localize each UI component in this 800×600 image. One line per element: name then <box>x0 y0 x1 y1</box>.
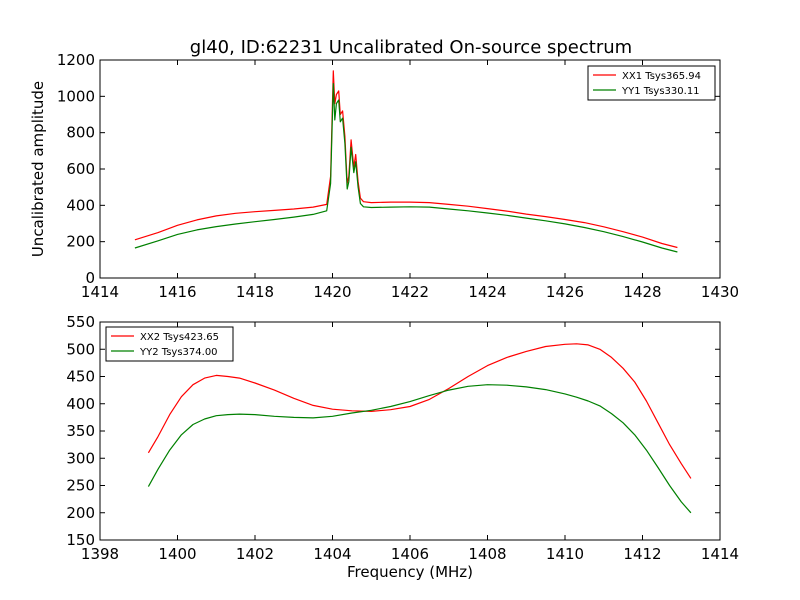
legend: XX1 Tsys365.94 YY1 Tsys330.11 <box>587 65 716 101</box>
x-tick-label: 1418 <box>236 283 274 301</box>
x-tick-label: 1414 <box>701 545 739 563</box>
series-line-xx <box>147 343 692 479</box>
legend-label: XX2 Tsys423.65 <box>140 332 219 343</box>
x-tick-label: 1414 <box>81 283 119 301</box>
y-tick-label: 450 <box>66 368 95 386</box>
x-tick-label: 1408 <box>468 545 506 563</box>
x-tick-label: 1416 <box>158 283 196 301</box>
x-tick-label: 1410 <box>546 545 584 563</box>
y-tick-label: 800 <box>66 124 95 142</box>
x-tick-label: 1398 <box>81 545 119 563</box>
top-spectrum-panel: 1414 1416 1418 1420 1422 1424 1426 1428 1430 0 200… <box>29 51 739 301</box>
y-tick-label: 1000 <box>57 87 95 105</box>
legend-box <box>105 326 234 362</box>
y-tick-label: 400 <box>66 395 95 413</box>
x-tick-label: 1420 <box>313 283 351 301</box>
y-tick-label: 500 <box>66 340 95 358</box>
y-tick-label: 350 <box>66 422 95 440</box>
x-tick-label: 1400 <box>158 545 196 563</box>
legend: XX2 Tsys423.65 YY2 Tsys374.00 <box>105 326 234 362</box>
y-tick-label: 200 <box>66 504 95 522</box>
y-tick-label: 550 <box>66 313 95 331</box>
bottom-spectrum-panel: 1398 1400 1402 1404 1406 1408 1410 1412 1414 150 2… <box>66 313 739 581</box>
legend-label: YY1 Tsys330.11 <box>621 86 700 97</box>
series-line-yy <box>147 384 692 514</box>
y-tick-label: 400 <box>66 196 95 214</box>
legend-label: YY2 Tsys374.00 <box>139 347 218 358</box>
x-tick-label: 1422 <box>391 283 429 301</box>
chart-title: gl40, ID:62231 Uncalibrated On-source sp… <box>190 37 632 58</box>
x-tick-label: 1402 <box>236 545 274 563</box>
x-tick-label: 1406 <box>391 545 429 563</box>
y-tick-label: 150 <box>66 531 95 549</box>
x-tick-label: 1426 <box>546 283 584 301</box>
x-tick-label: 1424 <box>468 283 506 301</box>
x-tick-label: 1430 <box>701 283 739 301</box>
y-tick-label: 200 <box>66 233 95 251</box>
x-axis-label: Frequency (MHz) <box>347 563 473 581</box>
series-line-xx <box>134 70 678 249</box>
y-tick-label: 250 <box>66 477 95 495</box>
legend-box <box>587 65 716 101</box>
y-tick-label: 300 <box>66 449 95 467</box>
legend-label: XX1 Tsys365.94 <box>622 71 701 82</box>
y-axis-label: Uncalibrated amplitude <box>29 81 47 257</box>
y-tick-label: 600 <box>66 160 95 178</box>
x-tick-label: 1412 <box>623 545 661 563</box>
y-tick-label: 0 <box>85 269 95 287</box>
y-tick-label: 1200 <box>57 51 95 69</box>
x-tick-label: 1404 <box>313 545 351 563</box>
series-line-yy <box>134 82 678 253</box>
x-tick-label: 1428 <box>623 283 661 301</box>
